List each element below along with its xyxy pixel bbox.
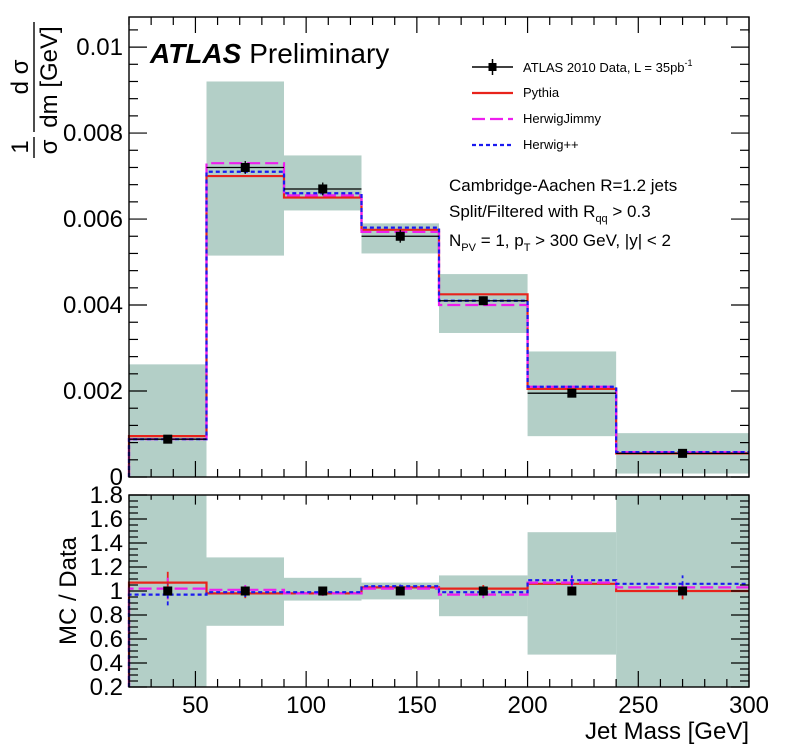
- lower-data-marker: [395, 586, 405, 596]
- lower-y-tick-label: 1.2: [90, 554, 123, 581]
- upper-band-bin: [129, 364, 207, 477]
- upper-y-tick-label: 0.006: [63, 206, 123, 233]
- x-tick-label: 50: [182, 692, 209, 719]
- legend-data-text: ATLAS 2010 Data, L = 35pb: [523, 60, 685, 75]
- x-tick-label: 300: [729, 692, 769, 719]
- lower-curve-herwigjimmy: [127, 581, 749, 687]
- legend-pythia-label: Pythia: [523, 85, 560, 100]
- lower-y-tick-label: 1.8: [90, 482, 123, 509]
- upper-mc-curves: [127, 162, 749, 477]
- annotations: Cambridge-Aachen R=1.2 jets Split/Filter…: [449, 176, 677, 254]
- x-tick-label: 200: [508, 692, 548, 719]
- lower-y-tick-label: 0.6: [90, 626, 123, 653]
- upper-data-marker: [567, 388, 577, 398]
- legend-data-marker: [488, 63, 497, 71]
- upper-data-marker: [163, 434, 173, 444]
- upper-data-marker: [478, 296, 488, 306]
- legend-data-label: ATLAS 2010 Data, L = 35pb-1: [523, 58, 693, 75]
- legend-data-sup: -1: [685, 58, 693, 68]
- lower-y-tick-label: 1.4: [90, 530, 123, 557]
- upper-y-tick-label: 0.004: [63, 292, 123, 319]
- axis-ticks: 50 100 150 200 250 300 0 0.002 0.004 0.006 0.008 0.…: [63, 17, 769, 719]
- annotation-line2-suffix: > 0.3: [608, 202, 651, 221]
- lower-y-tick-label: 0.8: [90, 602, 123, 629]
- x-tick-label: 150: [397, 692, 437, 719]
- lower-y-axis-title: MC / Data: [55, 536, 82, 645]
- lower-y-tick-label: 1.6: [90, 506, 123, 533]
- lower-data-marker: [567, 586, 577, 596]
- lower-y-tick-label: 0.2: [90, 674, 123, 701]
- upper-data-marker: [240, 162, 250, 172]
- upper-curve-herwigpp: [127, 170, 749, 477]
- upper-data-marker: [318, 184, 328, 194]
- lower-y-tick-label: 1: [110, 578, 123, 605]
- atlas-brand-bold: ATLAS: [149, 38, 242, 69]
- upper-y-tick-label: 0: [110, 464, 123, 491]
- ylabel-derivative-top: d σ: [7, 59, 34, 94]
- atlas-brand-preliminary: Preliminary: [249, 38, 389, 69]
- lower-y-tick-label: 0.4: [90, 650, 123, 677]
- annotation-line3-a: N: [449, 231, 461, 250]
- annotation-line3: NPV = 1, pT > 300 GeV, |y| < 2: [449, 231, 671, 254]
- annotation-line2-prefix: Split/Filtered with R: [449, 202, 595, 221]
- lower-data-marker: [163, 586, 173, 596]
- lower-data-marker: [240, 586, 250, 596]
- upper-data-marker: [678, 448, 688, 458]
- upper-y-axis-title: 1 σ d σ dm [GeV]: [7, 22, 63, 158]
- ylabel-fraction-bottom: σ: [36, 139, 63, 154]
- upper-y-tick-label: 0.008: [63, 120, 123, 147]
- annotation-line2-sub: qq: [595, 213, 607, 225]
- annotation-line3-c: > 300 GeV, |y| < 2: [530, 231, 671, 250]
- upper-data-marker: [395, 231, 405, 241]
- x-tick-label: 250: [618, 692, 658, 719]
- upper-y-tick-label: 0.002: [63, 378, 123, 405]
- lower-data-marker: [678, 586, 688, 596]
- x-axis-title: Jet Mass [GeV]: [585, 718, 749, 745]
- atlas-brand: ATLAS Preliminary: [149, 38, 389, 69]
- legend-herwigjimmy-label: HerwigJimmy: [523, 111, 602, 126]
- legend: ATLAS 2010 Data, L = 35pb-1 Pythia Herwi…: [472, 58, 693, 152]
- ylabel-fraction-top: 1: [7, 140, 34, 153]
- annotation-line2: Split/Filtered with Rqq > 0.3: [449, 202, 651, 225]
- upper-curve-herwigjimmy: [127, 162, 749, 477]
- ylabel-derivative-bottom: dm [GeV]: [36, 26, 63, 127]
- upper-y-tick-label: 0.01: [76, 34, 123, 61]
- annotation-line3-b: = 1, p: [476, 231, 524, 250]
- x-tick-label: 100: [286, 692, 326, 719]
- lower-data-marker: [478, 586, 488, 596]
- annotation-line1: Cambridge-Aachen R=1.2 jets: [449, 176, 677, 195]
- annotation-line3-b-sub: T: [524, 242, 531, 254]
- legend-herwigpp-label: Herwig++: [523, 137, 579, 152]
- lower-data-points: [163, 586, 688, 596]
- annotation-line3-a-sub: PV: [461, 242, 476, 254]
- upper-data-points: [129, 161, 749, 458]
- lower-data-marker: [318, 586, 328, 596]
